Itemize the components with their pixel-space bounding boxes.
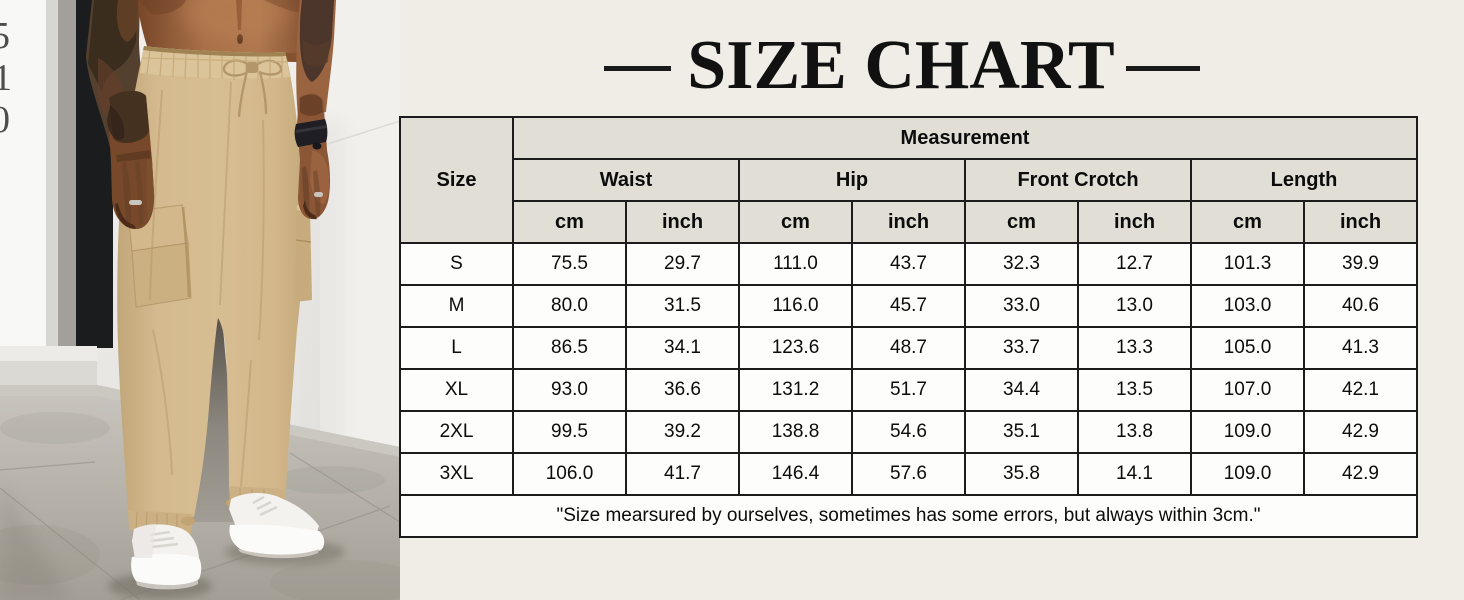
svg-text:0: 0 [0,99,10,141]
svg-text:1: 1 [0,57,12,99]
svg-text:5: 5 [0,15,10,57]
